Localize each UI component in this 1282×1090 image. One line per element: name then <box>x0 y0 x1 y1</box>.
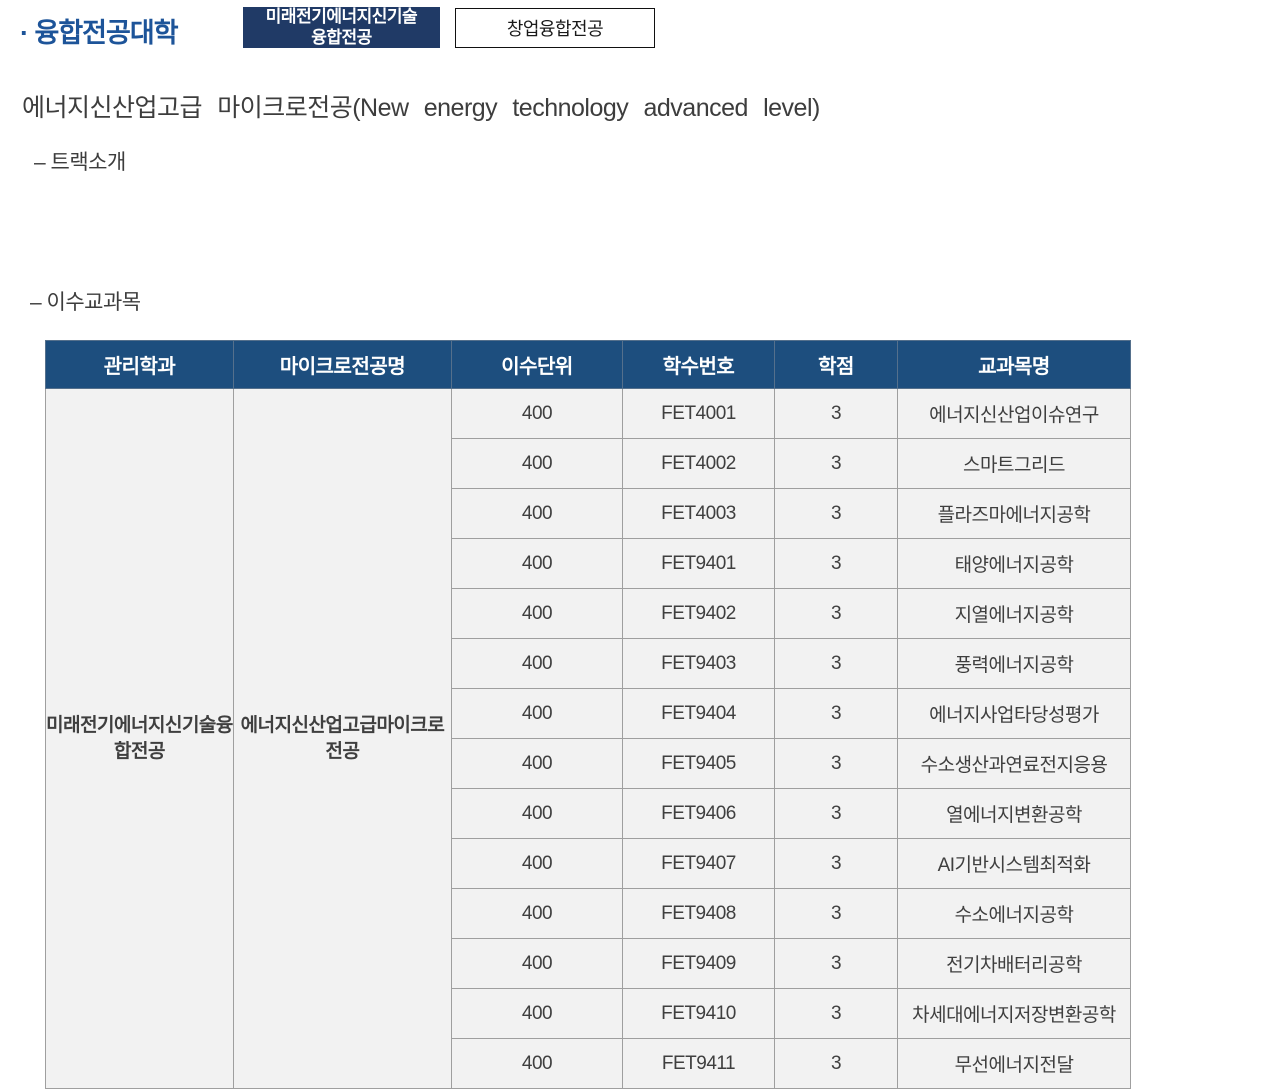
table-row: 400 FET9402 3 지열에너지공학 <box>46 588 1131 639</box>
table-row: 400 FET9411 3 무선에너지전달 <box>46 1038 1131 1089</box>
cell-credits: 3 <box>774 838 898 889</box>
cell-unit: 400 <box>451 588 623 639</box>
table-row: 400 FET9403 3 풍력에너지공학 <box>46 638 1131 689</box>
cell-course-name: 수소생산과연료전지응용 <box>897 738 1131 789</box>
table-row: 400 FET9401 3 태양에너지공학 <box>46 538 1131 589</box>
cell-credits: 3 <box>774 1038 898 1089</box>
cell-course-name: 전기차배터리공학 <box>897 938 1131 989</box>
cell-credits: 3 <box>774 638 898 689</box>
cell-course-name: 열에너지변환공학 <box>897 788 1131 839</box>
cell-course-code: FET9405 <box>622 738 775 789</box>
cell-course-code: FET9401 <box>622 538 775 589</box>
cell-course-name: 풍력에너지공학 <box>897 638 1131 689</box>
cell-course-code: FET9410 <box>622 988 775 1039</box>
col-header-micro-major: 마이크로전공명 <box>233 340 452 389</box>
cell-course-code: FET9408 <box>622 888 775 939</box>
cell-course-code: FET4003 <box>622 488 775 539</box>
table-row: 400 FET9410 3 차세대에너지저장변환공학 <box>46 988 1131 1039</box>
cell-course-name: 무선에너지전달 <box>897 1038 1131 1089</box>
col-header-credits: 학점 <box>774 340 898 389</box>
cell-credits: 3 <box>774 888 898 939</box>
cell-credits: 3 <box>774 488 898 539</box>
cell-course-name: 에너지신산업이슈연구 <box>897 388 1131 439</box>
col-header-course-name: 교과목명 <box>897 340 1131 389</box>
table-row: 400 FET9405 3 수소생산과연료전지응용 <box>46 738 1131 789</box>
cell-course-name: 스마트그리드 <box>897 438 1131 489</box>
tab-label-line2: 융합전공 <box>311 27 372 47</box>
cell-course-code: FET4001 <box>622 388 775 439</box>
section-track-intro-label: – 트랙소개 <box>34 151 126 174</box>
cell-course-code: FET9407 <box>622 838 775 889</box>
table-row: 400 FET9406 3 열에너지변환공학 <box>46 788 1131 839</box>
cell-unit: 400 <box>451 438 623 489</box>
cell-unit: 400 <box>451 788 623 839</box>
courses-table: 관리학과 마이크로전공명 이수단위 학수번호 학점 교과목명 미래전기에너지신기… <box>45 340 1131 1089</box>
cell-credits: 3 <box>774 538 898 589</box>
cell-unit: 400 <box>451 488 623 539</box>
cell-managing-department: 미래전기에너지신기술융합전공 <box>45 388 234 1089</box>
cell-unit: 400 <box>451 738 623 789</box>
cell-unit: 400 <box>451 838 623 889</box>
cell-course-name: 플라즈마에너지공학 <box>897 488 1131 539</box>
cell-credits: 3 <box>774 588 898 639</box>
cell-course-name: 차세대에너지저장변환공학 <box>897 988 1131 1039</box>
table-row: 400 FET9408 3 수소에너지공학 <box>46 888 1131 939</box>
cell-course-name: 태양에너지공학 <box>897 538 1131 589</box>
cell-credits: 3 <box>774 938 898 989</box>
table-row: 400 FET4002 3 스마트그리드 <box>46 438 1131 489</box>
courses-table-body: 미래전기에너지신기술융합전공 에너지신산업고급마이크로전공 400 FET400… <box>45 388 1131 1089</box>
cell-unit: 400 <box>451 988 623 1039</box>
cell-course-name: 수소에너지공학 <box>897 888 1131 939</box>
cell-course-name: AI기반시스템최적화 <box>897 838 1131 889</box>
col-header-unit: 이수단위 <box>451 340 623 389</box>
section-courses-label: – 이수교과목 <box>30 291 141 314</box>
tab-label-line1: 미래전기에너지신기술 <box>265 7 418 27</box>
table-row: 400 FET9407 3 AI기반시스템최적화 <box>46 838 1131 889</box>
cell-unit: 400 <box>451 888 623 939</box>
courses-table-head: 관리학과 마이크로전공명 이수단위 학수번호 학점 교과목명 <box>45 340 1131 389</box>
cell-course-code: FET9402 <box>622 588 775 639</box>
cell-course-code: FET9406 <box>622 788 775 839</box>
cell-credits: 3 <box>774 688 898 739</box>
cell-course-code: FET4002 <box>622 438 775 489</box>
cell-course-code: FET9411 <box>622 1038 775 1089</box>
cell-credits: 3 <box>774 988 898 1039</box>
cell-course-name: 에너지사업타당성평가 <box>897 688 1131 739</box>
cell-credits: 3 <box>774 438 898 489</box>
table-row: 400 FET9409 3 전기차배터리공학 <box>46 938 1131 989</box>
cell-unit: 400 <box>451 938 623 989</box>
cell-credits: 3 <box>774 738 898 789</box>
col-header-managing-department: 관리학과 <box>45 340 234 389</box>
cell-micro-major: 에너지신산업고급마이크로전공 <box>233 388 452 1089</box>
tab-future-electric-energy-major[interactable]: 미래전기에너지신기술 융합전공 <box>243 7 440 48</box>
cell-course-name: 지열에너지공학 <box>897 588 1131 639</box>
page-title: 에너지신산업고급 마이크로전공(New energy technology ad… <box>22 94 820 122</box>
cell-unit: 400 <box>451 1038 623 1089</box>
cell-course-code: FET9409 <box>622 938 775 989</box>
header-row: 관리학과 마이크로전공명 이수단위 학수번호 학점 교과목명 <box>45 340 1131 389</box>
col-header-course-code: 학수번호 <box>622 340 775 389</box>
cell-unit: 400 <box>451 638 623 689</box>
cell-course-code: FET9404 <box>622 688 775 739</box>
table-row: 400 FET4003 3 플라즈마에너지공학 <box>46 488 1131 539</box>
tab-startup-major[interactable]: 창업융합전공 <box>455 8 655 48</box>
cell-unit: 400 <box>451 538 623 589</box>
table-row: 미래전기에너지신기술융합전공 에너지신산업고급마이크로전공 400 FET400… <box>45 388 1131 1089</box>
table-row: 400 FET9404 3 에너지사업타당성평가 <box>46 688 1131 739</box>
cell-course-code: FET9403 <box>622 638 775 689</box>
cell-credits: 3 <box>774 788 898 839</box>
tab-label: 창업융합전공 <box>506 19 604 39</box>
cell-unit: 400 <box>451 388 623 439</box>
cell-unit: 400 <box>451 688 623 739</box>
college-heading: · 융합전공대학 <box>20 18 179 48</box>
cell-credits: 3 <box>774 388 898 439</box>
